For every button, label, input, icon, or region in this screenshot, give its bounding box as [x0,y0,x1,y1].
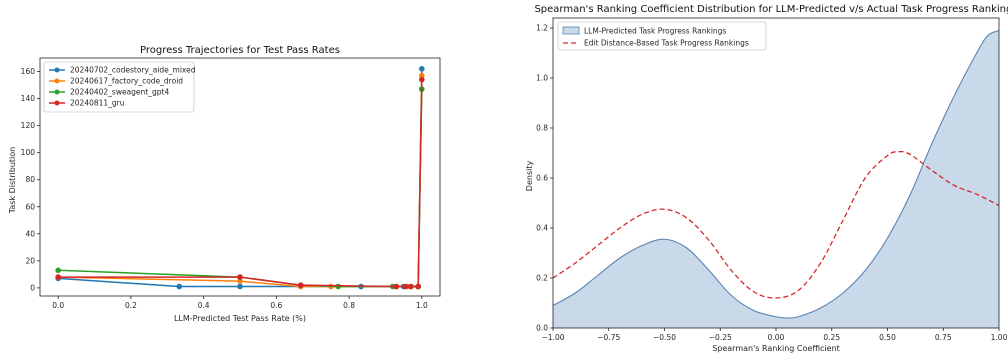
chart2-legend-swatch-area [562,26,580,35]
chart1-data-point [402,283,409,290]
chart1-plot-frame [39,57,441,297]
chart1-y-tick-label: 20 [25,256,35,265]
chart2-x-tick-label: 1.00 [991,333,1008,342]
chart1-axes: 0.0 0.2 0.4 0.6 0.8 1.0 0 20 40 60 80 100 120 140 160 [21,57,441,310]
chart1-legend-swatch-marker [54,67,60,73]
chart1-x-tick-label: 1.0 [416,301,428,310]
chart1-data-point [55,274,61,280]
chart1-series [55,66,425,290]
chart2-legend: LLM-Predicted Task Progress Rankings Edit… [557,21,767,51]
chart2-y-tick-label: 0.2 [536,274,548,283]
chart2-density-curve [552,29,1000,319]
chart2-title: Spearman's Ranking Coefficient Distribut… [534,4,1008,15]
chart2-x-tick-label: 0.25 [823,333,840,342]
chart2-y-tick-label: 1.2 [536,24,548,33]
chart1-x-axis-label: LLM-Predicted Test Pass Rate (%) [174,314,306,323]
chart1-y-tick-label: 60 [25,202,35,211]
chart2-x-tick-label: 0.00 [768,333,785,342]
chart1-data-point [419,66,425,72]
chart2-x-tick-label: −0.75 [597,333,620,342]
chart1-y-tick-label: 40 [25,229,35,238]
chart2-x-axis-label: Spearman's Ranking Coefficient [712,344,840,353]
chart2-legend-box [557,21,767,51]
chart1-data-point [393,283,400,290]
chart1-legend-swatch-marker [54,89,60,95]
chart1-data-point [415,283,421,290]
chart1-data-point [297,282,304,288]
chart1-y-tick-label: 120 [21,121,36,130]
chart1-x-tick-label: 0.8 [343,301,355,310]
chart1-data-point [237,283,243,290]
chart1-legend: 20240702_codestory_aide_mixed 20240617_fa… [43,61,196,113]
chart1-y-tick-label: 0 [30,283,35,292]
chart1-legend-label: 20240811_gru [70,99,125,108]
chart2-x-tick-label: 0.75 [935,333,952,342]
chart1-legend-swatch-marker [54,78,60,84]
chart2-x-tick-label: 0.50 [879,333,896,342]
chart2-y-tick-label: 0.6 [536,174,548,183]
chart1-y-tick-label: 160 [21,67,36,76]
chart1-legend-box [43,61,195,113]
chart1-data-point [55,267,61,274]
chart1-data-point [419,76,425,83]
chart1-y-tick-label: 100 [21,148,36,157]
chart1-y-tick-label: 80 [25,175,35,184]
chart1-y-axis-label: Task Distribution [8,147,17,214]
chart2-x-tick-label: −0.50 [653,333,676,342]
chart2-y-tick-label: 1.0 [536,74,548,83]
chart2-density-area [553,30,999,328]
chart1-series-line [58,89,423,288]
chart1-x-tick-label: 0.4 [198,301,210,310]
chart2-density-dashed-curve [552,150,1000,299]
chart2-y-tick-label: 0.4 [536,224,548,233]
chart2-legend-label: LLM-Predicted Task Progress Rankings [584,27,726,36]
chart2-y-tick-label: 0.8 [536,124,548,133]
chart2-y-tick-label: 0.0 [536,324,548,333]
chart1-legend-label: 20240617_factory_code_droid [70,77,183,86]
chart1-data-point [176,283,183,290]
chart2-y-axis-label: Density [525,161,534,192]
chart1-x-tick-label: 0.6 [270,301,282,310]
chart-progress-trajectories: Progress Trajectories for Test Pass Rate… [8,45,441,323]
chart2-legend-label: Edit Distance-Based Task Progress Rankin… [584,39,749,48]
chart1-y-tick-label: 140 [21,94,36,103]
chart2-x-tick-label: −1.00 [542,333,565,342]
chart1-x-tick-label: 0.2 [125,301,137,310]
chart1-data-point [237,274,243,280]
chart-spearman-density: Spearman's Ranking Coefficient Distribut… [525,4,1008,353]
chart1-data-point [335,283,341,290]
chart1-x-tick-label: 0.0 [52,301,64,310]
chart2-series [552,29,1000,328]
chart1-title: Progress Trajectories for Test Pass Rate… [140,45,340,56]
chart2-x-tick-label: −0.25 [709,333,732,342]
chart2-axes: −1.00 −0.75 −0.50 −0.25 0.00 0.25 0.50 0.75 1.00… [536,17,1008,342]
chart1-data-point [237,278,243,284]
chart1-legend-label: 20240702_codestory_aide_mixed [70,66,196,75]
chart1-data-point [419,72,425,79]
chart1-legend-label: 20240402_sweagent_gpt4 [70,88,169,97]
chart1-legend-swatch-marker [54,100,60,106]
chart1-data-point [408,283,414,290]
